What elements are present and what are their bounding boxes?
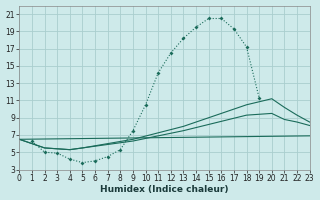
X-axis label: Humidex (Indice chaleur): Humidex (Indice chaleur) [100, 185, 229, 194]
